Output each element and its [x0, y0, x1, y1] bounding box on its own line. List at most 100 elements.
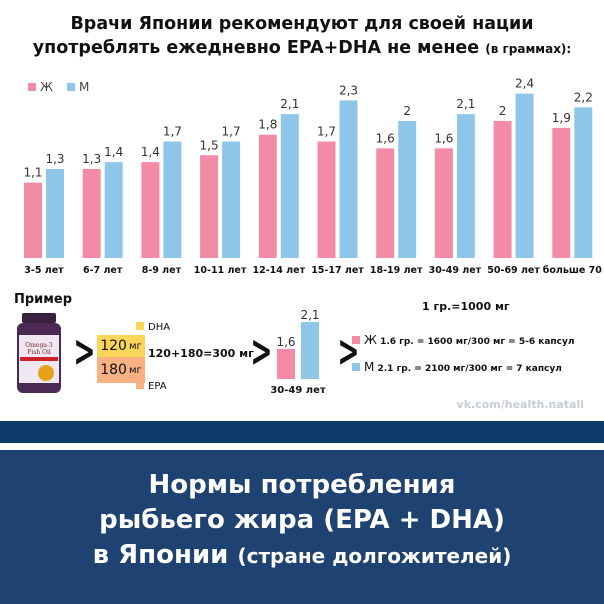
chart-legend: Ж М [28, 80, 89, 94]
legend-male-label: М [78, 80, 90, 94]
bar-male [456, 114, 475, 259]
dha-legend: DHA [136, 322, 170, 333]
data-label-female: 2 [499, 104, 507, 118]
mini-bar-chart: 1,6 2,1 30-49 лет [270, 308, 326, 396]
male-calculation: М 2.1 гр. = 2100 мг/300 мг = 7 капсул [352, 360, 562, 374]
category-label: 18-19 лет [370, 265, 423, 276]
legend-female-label: Ж [40, 80, 53, 94]
category-label: больше 70 [543, 265, 603, 276]
category-label: 15-17 лет [311, 265, 364, 276]
epa-amount: 180 мг [97, 357, 145, 383]
data-label-female: 1,5 [200, 138, 219, 152]
bar-male [104, 162, 123, 258]
banner-line-3: в Японии (стране долгожителей) [0, 538, 604, 574]
fish-oil-bottle-image: Omega-3 Fish Oil [17, 313, 61, 393]
bar-female [82, 168, 101, 258]
title-unit: (в граммах): [485, 42, 572, 56]
data-label-male: 2,4 [515, 77, 534, 91]
female-calculation: Ж 1.6 гр. = 1600 мг/300 мг = 5-6 капсул [352, 333, 574, 347]
page-title: Врачи Японии рекомендуют для своей нации… [0, 12, 604, 61]
source-watermark: vk.com/health.natali [456, 398, 584, 411]
title-line-1: Врачи Японии рекомендуют для своей нации [70, 14, 534, 34]
female-letter: Ж [364, 333, 377, 347]
bar-male [280, 114, 299, 259]
epa-unit: мг [128, 364, 142, 376]
bar-male [574, 107, 593, 258]
dha-amount: 120 мг [97, 335, 145, 357]
title-line-2: употреблять ежедневно EPA+DHA не менее (… [0, 36, 604, 61]
data-label-male: 2 [403, 104, 411, 118]
bar-female [200, 155, 219, 258]
data-label-female: 1,9 [552, 111, 571, 125]
bar-female [258, 134, 277, 258]
conversion-note: 1 гр.=1000 мг [422, 300, 510, 313]
bar-female [376, 148, 395, 258]
data-label-male: 2,3 [339, 83, 358, 97]
bar-male [163, 141, 182, 258]
dha-label: DHA [148, 322, 171, 333]
data-label-male: 1,4 [104, 145, 123, 159]
category-label: 6-7 лет [83, 265, 123, 276]
chevron-right-icon: > [73, 326, 96, 377]
category-label: 10-11 лет [194, 265, 247, 276]
category-label: 12-14 лет [252, 265, 305, 276]
category-label: 50-69 лет [487, 265, 540, 276]
bar-female [552, 127, 571, 258]
bar-male [222, 141, 241, 258]
mini-bar-male [301, 322, 319, 379]
data-label-male: 1,7 [163, 125, 182, 139]
data-label-female: 1,1 [23, 166, 42, 180]
data-label-male: 1,3 [45, 152, 64, 166]
data-label-female: 1,4 [141, 145, 160, 159]
mini-label-male: 2,1 [300, 308, 319, 322]
bottle-label-2: Fish Oil [27, 349, 51, 356]
banner-line-1: Нормы потребления [148, 470, 456, 500]
data-label-male: 2,1 [456, 97, 475, 111]
mini-category: 30-49 лет [270, 385, 326, 396]
data-label-male: 2,2 [574, 90, 593, 104]
legend-female: Ж [28, 80, 53, 94]
data-label-female: 1,6 [434, 131, 453, 145]
banner-line-3b: (стране долгожителей) [237, 544, 512, 568]
banner-line-2: рыбьего жира (EPA + DHA) [99, 505, 505, 535]
category-label: 3-5 лет [24, 265, 64, 276]
bar-male [46, 168, 64, 258]
bar-male [515, 93, 534, 258]
data-label-female: 1,8 [258, 118, 277, 132]
female-calc-text: 1.6 гр. = 1600 мг/300 мг = 5-6 капсул [380, 337, 575, 347]
banner-background [0, 450, 604, 604]
male-calc-text: 2.1 гр. = 2100 мг/300 мг = 7 капсул [377, 364, 562, 374]
data-label-female: 1,7 [317, 125, 336, 139]
epa-value: 180 [100, 362, 127, 378]
data-label-male: 2,1 [280, 97, 299, 111]
legend-male-swatch [66, 83, 75, 91]
legend-female-swatch [28, 83, 36, 91]
dha-value: 120 [100, 338, 127, 354]
dose-sum: 120+180=300 мг [148, 347, 254, 360]
category-label: 8-9 лет [142, 265, 182, 276]
male-letter: М [364, 360, 375, 374]
data-label-female: 1,3 [82, 152, 101, 166]
legend-male: М [66, 80, 90, 94]
bar-female [493, 121, 512, 258]
data-label-male: 1,7 [222, 125, 241, 139]
divider-band [0, 421, 604, 443]
data-label-female: 1,6 [376, 131, 395, 145]
epa-legend: EPA [136, 381, 167, 392]
chevron-right-icon: > [250, 326, 273, 377]
bar-female [317, 141, 336, 258]
banner-line-3a: в Японии [92, 540, 229, 570]
mini-bar-female [277, 349, 295, 379]
title-line-2-text: употреблять ежедневно EPA+DHA не менее [32, 38, 480, 58]
example-label: Пример [14, 292, 73, 307]
epa-label: EPA [148, 381, 167, 392]
mini-label-female: 1,6 [276, 335, 295, 349]
bar-male [339, 100, 358, 258]
dha-unit: мг [128, 340, 142, 352]
banner-title: Нормы потребления рыбьего жира (EPA + DH… [0, 468, 604, 574]
bottle-label: Omega-3 [25, 342, 53, 349]
category-label: 30-49 лет [429, 265, 482, 276]
bar-female [434, 148, 453, 258]
bar-male [398, 121, 417, 258]
